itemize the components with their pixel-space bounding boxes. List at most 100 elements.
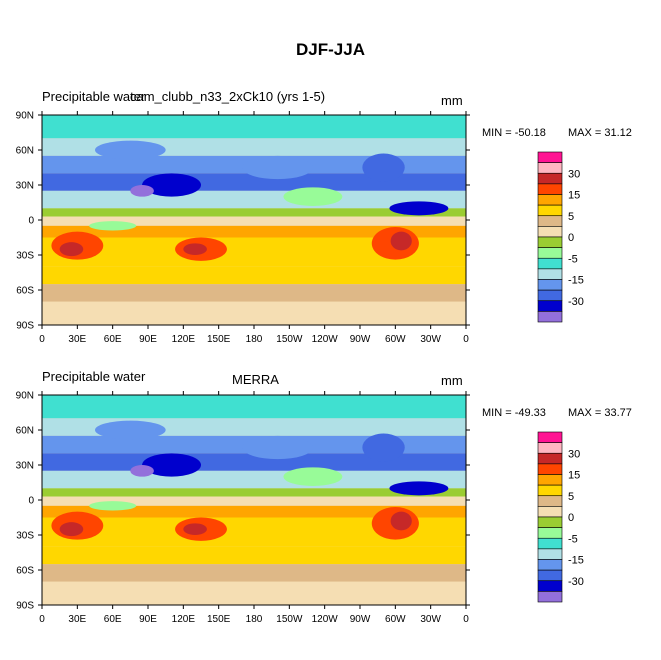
x-tick-label-1: 30E — [68, 614, 86, 625]
fill-band-11 — [42, 301, 466, 325]
fill-blob-13 — [89, 501, 137, 511]
colorbar-swatch-0 — [537, 151, 563, 163]
y-tick-label-1: 60N — [16, 426, 34, 437]
fill-band-5 — [42, 488, 466, 497]
colorbar-swatch-5 — [537, 484, 563, 497]
colorbar-label-1: 15 — [568, 470, 580, 482]
fill-band-10 — [42, 564, 466, 582]
colorbar-swatch-8 — [537, 516, 563, 528]
colorbar-swatch-3 — [537, 463, 563, 475]
fill-band-7 — [42, 225, 466, 238]
y-tick-label-4: 30S — [16, 251, 34, 262]
y-tick-label-0: 90N — [16, 391, 34, 402]
fill-blob-8 — [362, 433, 405, 462]
fill-band-6 — [42, 496, 466, 506]
y-tick-label-6: 90S — [16, 321, 34, 332]
x-tick-label-10: 60W — [385, 614, 406, 625]
y-tick-label-5: 60S — [16, 286, 34, 297]
colorbar-swatch-11 — [537, 268, 563, 280]
colorbar-label-6: -30 — [568, 576, 584, 588]
colorbar-swatch-1 — [537, 442, 563, 454]
x-tick-label-11: 30W — [420, 334, 441, 345]
y-tick-label-2: 30N — [16, 181, 34, 192]
x-tick-label-12: 0 — [463, 614, 469, 625]
fill-blob-11 — [95, 420, 166, 440]
colorbar-label-6: -30 — [568, 296, 584, 308]
fill-band-0 — [42, 395, 466, 419]
panel1-min-label: MIN = -50.18 — [482, 127, 546, 139]
panel1-colorbar: 30 15 5 0 -5 -15 -30 — [537, 151, 584, 323]
fill-blob-9 — [389, 481, 449, 496]
x-tick-label-3: 90E — [139, 614, 157, 625]
panel2-max-label: MAX = 33.77 — [568, 407, 632, 419]
map-fill — [42, 395, 466, 605]
x-tick-label-3: 90E — [139, 334, 157, 345]
panel1-case-label: cam_clubb_n33_2xCk10 (yrs 1-5) — [130, 89, 326, 104]
fill-blob-1 — [59, 242, 84, 257]
y-tick-label-1: 60N — [16, 146, 34, 157]
y-tick-label-2: 30N — [16, 461, 34, 472]
x-tick-label-7: 150W — [276, 334, 303, 345]
colorbar-swatch-10 — [537, 537, 563, 550]
x-tick-label-1: 30E — [68, 334, 86, 345]
fill-blob-6 — [142, 173, 201, 197]
panel1-map: 0 30E 60E 90E 120E 150E 180 150W 120W 90W 60W 30W 09… — [16, 111, 470, 345]
fill-blob-3 — [183, 523, 207, 535]
colorbar-swatch-9 — [537, 527, 563, 539]
fill-blob-5 — [390, 231, 412, 251]
fill-blob-8 — [362, 153, 405, 182]
fill-blob-10 — [242, 155, 313, 180]
panel1-variable-label: Precipitable water — [42, 89, 146, 104]
colorbar-label-3: 0 — [568, 512, 574, 524]
y-tick-label-4: 30S — [16, 531, 34, 542]
x-tick-label-9: 90W — [350, 614, 371, 625]
colorbar-label-3: 0 — [568, 232, 574, 244]
colorbar-swatch-7 — [537, 506, 563, 518]
colorbar-swatch-8 — [537, 236, 563, 248]
y-tick-label-6: 90S — [16, 601, 34, 612]
x-tick-label-6: 180 — [246, 614, 263, 625]
x-tick-label-4: 120E — [172, 614, 196, 625]
colorbar-label-4: -5 — [568, 253, 578, 265]
colorbar-swatch-6 — [537, 495, 563, 507]
panel2-case-label: MERRA — [232, 372, 279, 387]
colorbar-swatch-12 — [537, 559, 563, 571]
colorbar-swatch-12 — [537, 279, 563, 291]
colorbar-swatch-5 — [537, 204, 563, 217]
x-tick-label-0: 0 — [39, 334, 45, 345]
x-tick-label-5: 150E — [207, 334, 231, 345]
fill-blob-12 — [283, 467, 343, 486]
colorbar-label-0: 30 — [568, 448, 580, 460]
fill-blob-7 — [130, 465, 154, 477]
x-tick-label-11: 30W — [420, 614, 441, 625]
x-tick-label-8: 120W — [312, 334, 339, 345]
x-tick-label-0: 0 — [39, 614, 45, 625]
colorbar-swatch-1 — [537, 162, 563, 174]
colorbar-swatch-2 — [537, 172, 563, 185]
fill-blob-6 — [142, 453, 201, 477]
x-tick-label-2: 60E — [104, 614, 122, 625]
x-tick-label-4: 120E — [172, 334, 196, 345]
colorbar-swatch-15 — [537, 311, 563, 323]
x-tick-label-8: 120W — [312, 614, 339, 625]
fill-blob-7 — [130, 185, 154, 197]
colorbar-swatch-11 — [537, 548, 563, 560]
panel2-min-label: MIN = -49.33 — [482, 407, 546, 419]
panel1-units: mm — [441, 93, 463, 108]
colorbar-swatch-2 — [537, 452, 563, 465]
y-tick-label-3: 0 — [28, 496, 34, 507]
colorbar-label-5: -15 — [568, 275, 584, 287]
colorbar-label-5: -15 — [568, 555, 584, 567]
colorbar-swatch-3 — [537, 183, 563, 195]
fill-blob-10 — [242, 435, 313, 460]
x-tick-label-9: 90W — [350, 334, 371, 345]
fill-band-10 — [42, 284, 466, 302]
colorbar-swatch-9 — [537, 247, 563, 259]
fill-blob-5 — [390, 511, 412, 531]
fill-blob-13 — [89, 221, 137, 231]
fill-blob-12 — [283, 187, 343, 206]
fill-blob-3 — [183, 243, 207, 256]
x-tick-label-12: 0 — [463, 334, 469, 345]
colorbar-swatch-13 — [537, 289, 563, 302]
fill-band-5 — [42, 208, 466, 217]
